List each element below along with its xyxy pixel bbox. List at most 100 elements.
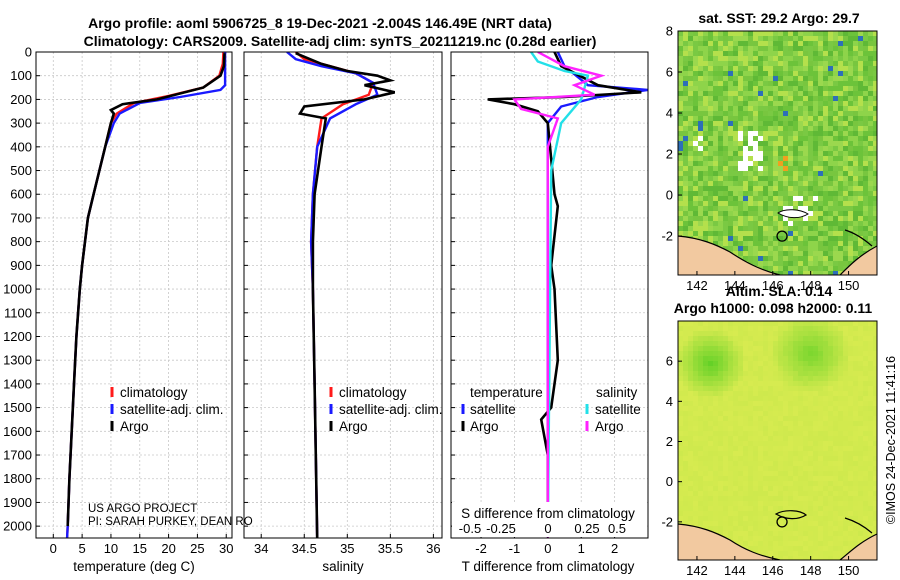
difference-panel: -2 -1 0 1 2 T difference from climatology S … — [450, 51, 649, 574]
sst-map-box — [677, 30, 878, 276]
y-tick-label: 1000 — [3, 282, 32, 297]
difference-xlabel: T difference from climatology — [462, 559, 635, 574]
series-salinity-satellite — [530, 52, 590, 538]
y-tick-label: 0 — [25, 45, 32, 60]
y-tick-label: 1300 — [3, 353, 32, 368]
legend-label: satellite — [470, 402, 516, 417]
difference-legend: temperature salinity satellite Argo satellit… — [461, 385, 641, 434]
secondary-tick-label: -0.5 — [459, 521, 481, 536]
x-tick-label: 0 — [50, 541, 57, 556]
map-x-tick-label: 144 — [724, 278, 746, 293]
y-tick-label: 200 — [10, 92, 32, 107]
sla-map-title2: Argo h1000: 0.098 h2000: 0.11 — [674, 300, 873, 316]
map-x-tick-label: 150 — [838, 278, 860, 293]
salinity-xlabel: salinity — [322, 559, 364, 574]
map-x-tick-label: 142 — [686, 278, 708, 293]
series-satellite-adj-clim- — [286, 52, 379, 538]
y-tick-label: 1800 — [3, 471, 32, 486]
sla-argo-marker — [776, 516, 788, 528]
legend-label: Argo — [339, 419, 368, 434]
x-tick-label: 25 — [190, 541, 204, 556]
legend-label: satellite-adj. clim. — [120, 402, 224, 417]
map-x-tick-label: 146 — [762, 278, 784, 293]
map-y-tick-label: 6 — [666, 65, 673, 80]
y-tick-label: 1500 — [3, 400, 32, 415]
secondary-tick-label: 0.5 — [608, 521, 626, 536]
temperature-legend: climatology satellite-adj. clim. Argo — [110, 385, 224, 434]
map-y-tick-label: 2 — [666, 147, 673, 162]
y-tick-label: 1400 — [3, 376, 32, 391]
sst-argo-marker — [776, 230, 788, 242]
legend-label: Argo — [595, 419, 624, 434]
salinity-axes-box — [243, 51, 443, 539]
sst-land-png — [678, 236, 780, 275]
imos-watermark: ©IMOS 24-Dec-2021 11:41:16 — [884, 356, 898, 524]
map-y-tick-label: -2 — [661, 229, 673, 244]
map-y-tick-label: 0 — [666, 474, 673, 489]
legend-label: climatology — [120, 385, 188, 400]
series-climatology — [65, 52, 225, 538]
y-tick-label: 300 — [10, 116, 32, 131]
sla-map-box — [677, 320, 878, 561]
map-y-tick-label: 2 — [666, 434, 673, 449]
y-tick-label: 700 — [10, 210, 32, 225]
map-x-tick-label: 146 — [762, 563, 784, 578]
y-tick-label: 1700 — [3, 448, 32, 463]
x-tick-label: 20 — [161, 541, 175, 556]
title-line1: Argo profile: aoml 5906725_8 19-Dec-2021… — [88, 15, 552, 31]
secondary-xlabel: S difference from climatology — [461, 506, 635, 521]
x-tick-label: 36 — [426, 541, 440, 556]
x-tick-label: 35.5 — [378, 541, 403, 556]
map-y-tick-label: 4 — [666, 394, 673, 409]
map-x-tick-label: 144 — [724, 563, 746, 578]
series-argo — [295, 52, 396, 538]
x-tick-label: 15 — [133, 541, 147, 556]
y-tick-label: 400 — [10, 139, 32, 154]
sla-land-se — [840, 534, 877, 560]
legend-label: satellite — [595, 402, 641, 417]
series-satellite-adj-clim- — [65, 52, 227, 538]
x-tick-label: 5 — [79, 541, 86, 556]
y-tick-label: 900 — [10, 258, 32, 273]
map-x-tick-label: 148 — [800, 278, 822, 293]
difference-axes-box — [450, 51, 649, 539]
sla-map-title1: Altim. SLA: 0.14 — [726, 283, 833, 299]
sst-land-se — [840, 246, 877, 275]
legend-label: Argo — [120, 419, 149, 434]
map-x-tick-label: 148 — [800, 563, 822, 578]
x-tick-label: 1 — [578, 541, 585, 556]
y-tick-label: 1600 — [3, 424, 32, 439]
secondary-axis-bg — [452, 502, 647, 537]
x-tick-label: 30 — [219, 541, 233, 556]
credit-line1: US ARGO PROJECT — [88, 503, 197, 515]
map-y-tick-label: -2 — [661, 514, 673, 529]
y-tick-label: 1900 — [3, 495, 32, 510]
credit-line2: PI: SARAH PURKEY, DEAN RO — [88, 516, 253, 528]
sla-land-png — [678, 524, 780, 560]
y-tick-label: 800 — [10, 234, 32, 249]
x-tick-label: 35 — [340, 541, 354, 556]
map-y-tick-label: 6 — [666, 354, 673, 369]
temperature-panel: 0 5 10 15 20 25 300100200300400500600700800900… — [3, 45, 253, 575]
map-y-tick-label: 8 — [666, 24, 673, 39]
map-x-tick-label: 142 — [686, 563, 708, 578]
map-y-tick-label: 0 — [666, 188, 673, 203]
sla-map-panel: Altim. SLA: 0.14 Argo h1000: 0.098 h2000… — [661, 283, 878, 578]
sst-island-manus — [777, 209, 809, 219]
salinity-panel: 34 34.5 35 35.5 36 salinity climatology satel… — [243, 51, 443, 574]
x-tick-label: -2 — [475, 541, 487, 556]
y-tick-label: 1200 — [3, 329, 32, 344]
title-line2: Climatology: CARS2009. Satellite-adj cli… — [84, 33, 597, 49]
temperature-xlabel: temperature (deg C) — [73, 559, 195, 574]
sst-map-panel: sat. SST: 29.2 Argo: 29.7 142 144 146 148 15… — [661, 10, 878, 293]
secondary-tick-label: -0.25 — [486, 521, 516, 536]
y-tick-label: 1100 — [4, 305, 32, 320]
y-tick-label: 2000 — [3, 519, 32, 534]
legend-label: Argo — [470, 419, 499, 434]
series-climatology — [294, 52, 375, 538]
legend-group-title: temperature — [470, 385, 543, 400]
x-tick-label: 0 — [544, 541, 551, 556]
x-tick-label: -1 — [509, 541, 521, 556]
map-x-tick-label: 150 — [838, 563, 860, 578]
